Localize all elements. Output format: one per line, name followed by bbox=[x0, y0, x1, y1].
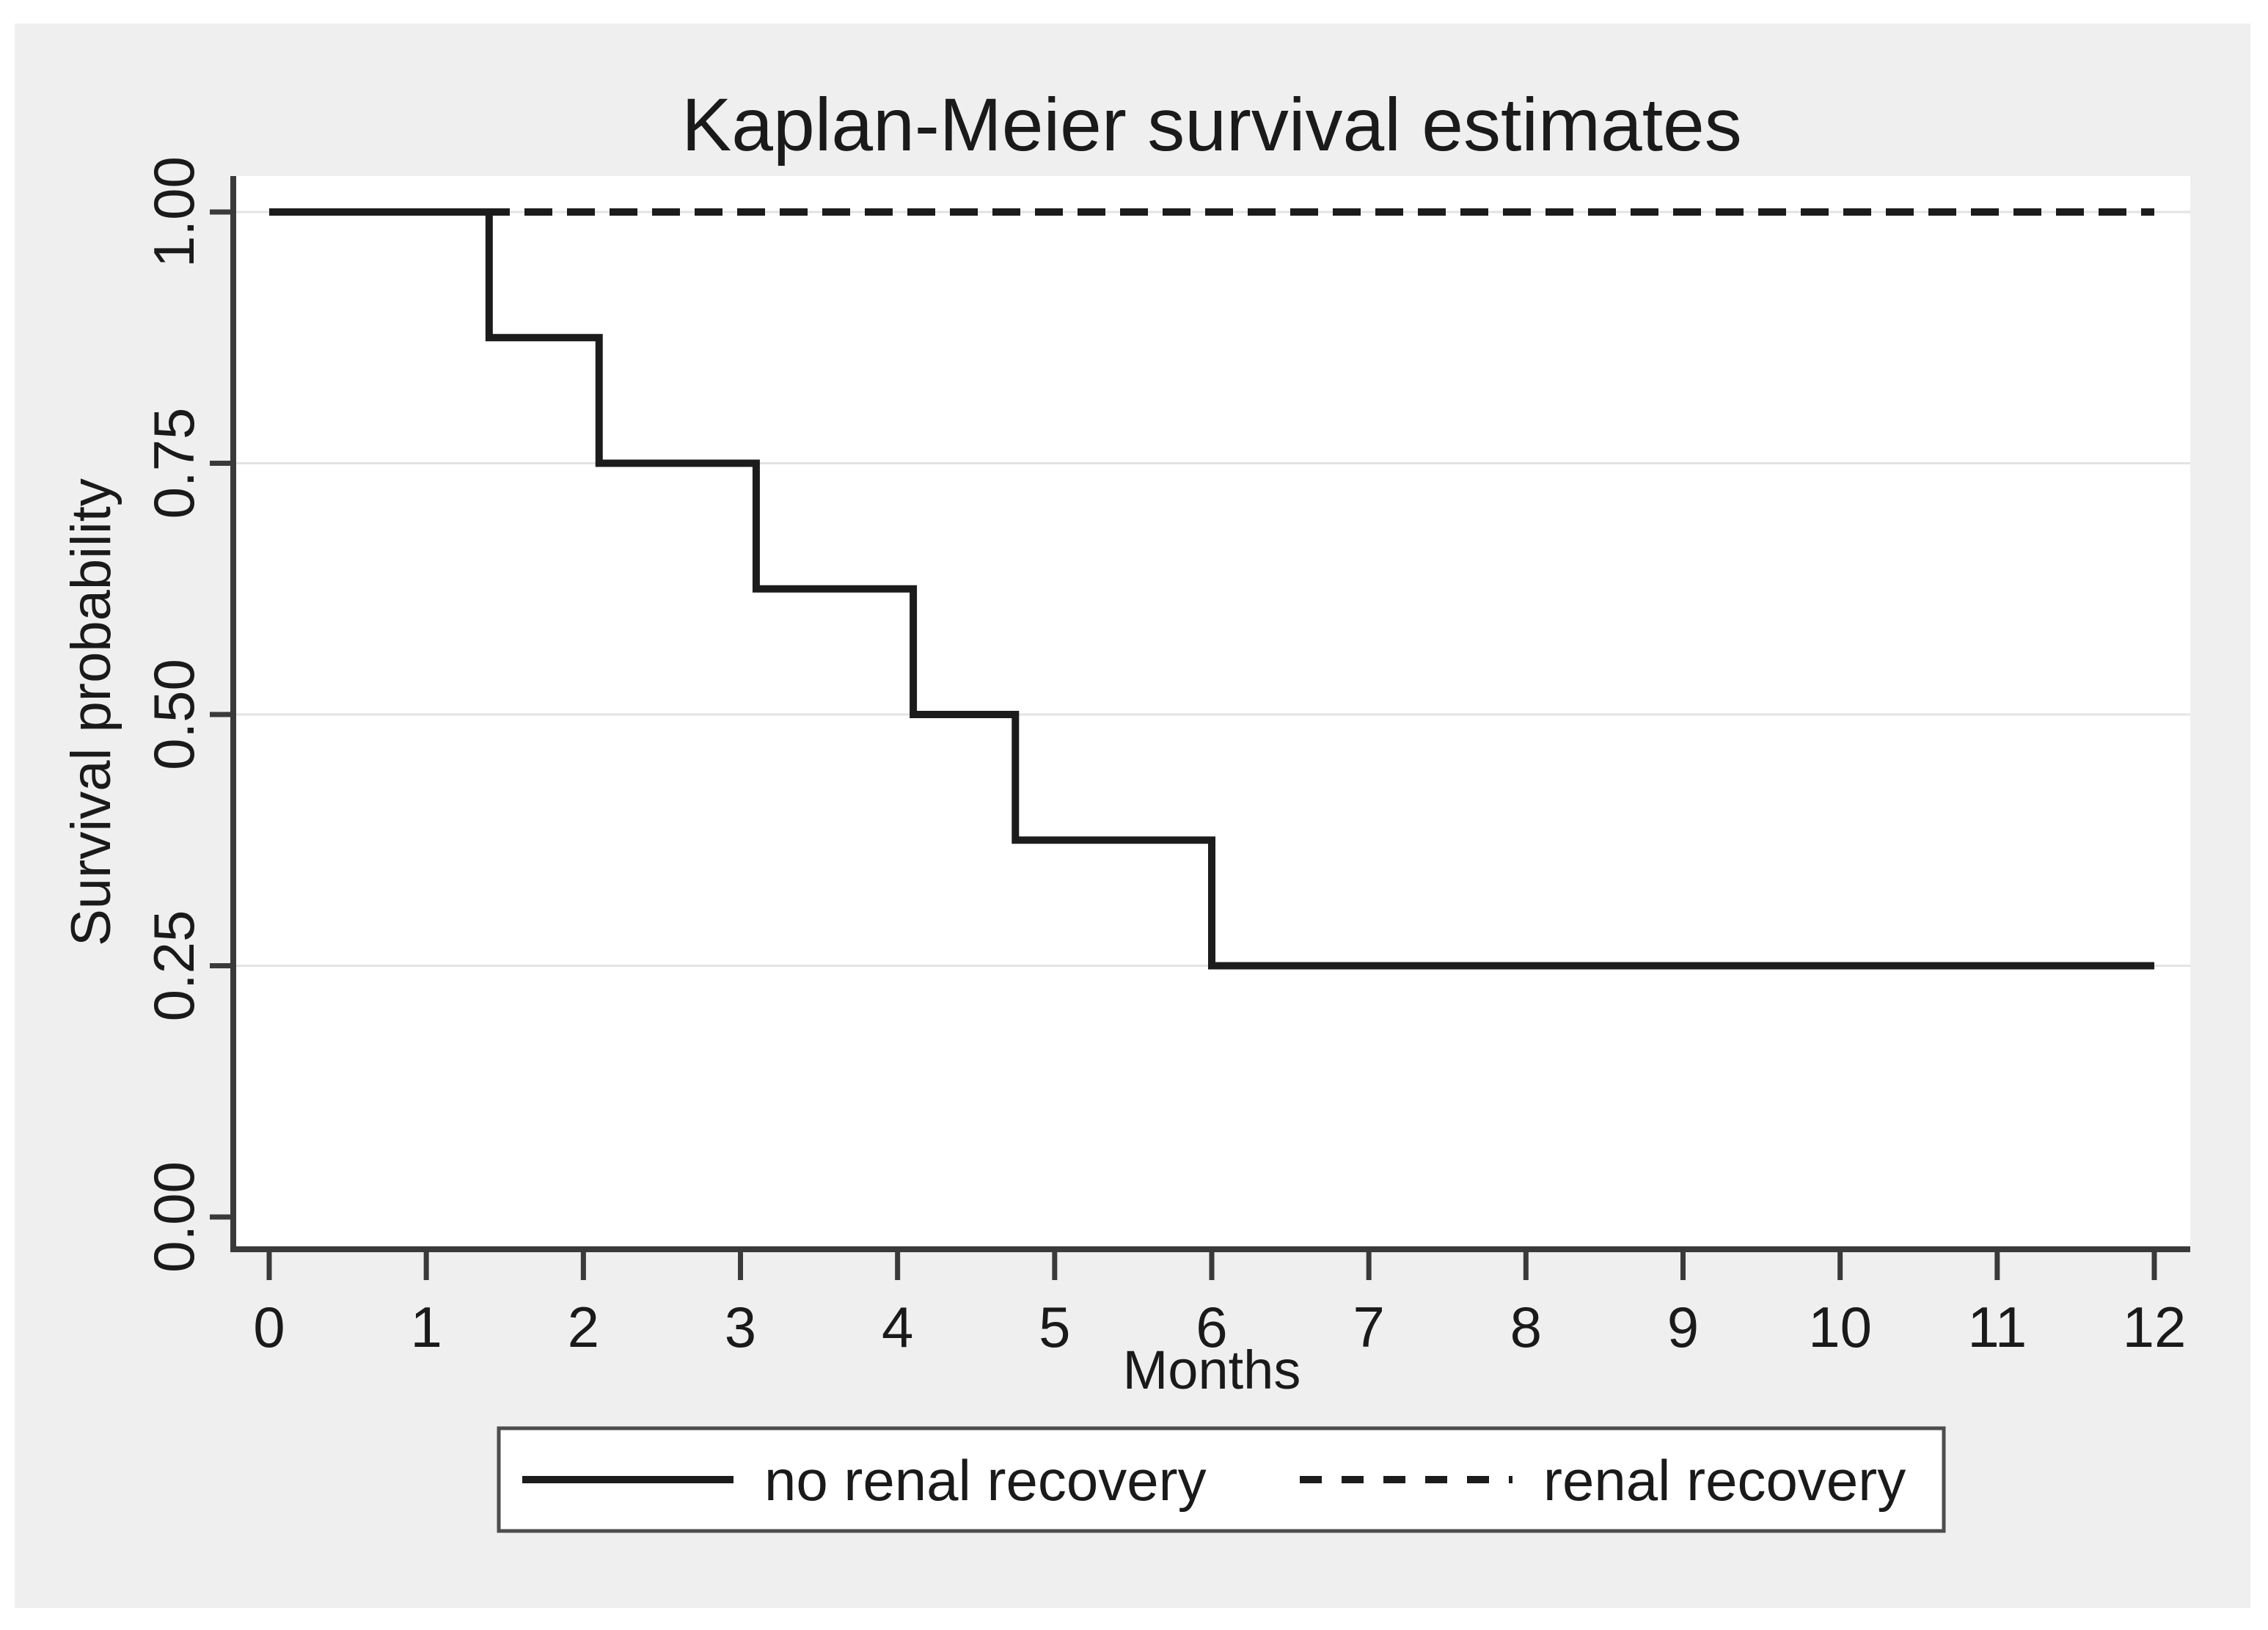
x-tick-label: 10 bbox=[1808, 1295, 1872, 1359]
x-tick-label: 12 bbox=[2123, 1295, 2187, 1359]
x-axis-label: Months bbox=[1123, 1340, 1301, 1400]
x-tick-label: 11 bbox=[1967, 1295, 2027, 1359]
legend-box bbox=[497, 1426, 1946, 1533]
y-axis-label: Survival probability bbox=[60, 478, 122, 946]
x-tick-label: 8 bbox=[1510, 1295, 1542, 1359]
y-tick-label: 0.25 bbox=[142, 910, 206, 1022]
x-tick-label: 5 bbox=[1039, 1295, 1070, 1359]
x-tick-label: 3 bbox=[725, 1295, 756, 1359]
x-tick-label: 9 bbox=[1667, 1295, 1699, 1359]
y-tick-label: 0.50 bbox=[142, 659, 206, 770]
y-tick-label: 0.00 bbox=[142, 1161, 206, 1273]
x-axis-ticks: 0 1 2 3 4 5 6 7 8 9 10 11 12 bbox=[253, 1249, 2186, 1359]
legend-label-renal-recovery: renal recovery bbox=[1543, 1448, 1906, 1513]
x-tick-label: 0 bbox=[253, 1295, 285, 1359]
series-no-renal-recovery-line bbox=[269, 208, 2154, 970]
x-tick-label: 2 bbox=[568, 1295, 599, 1359]
x-tick-label: 1 bbox=[410, 1295, 442, 1359]
plot-area bbox=[233, 176, 2190, 1249]
legend: no renal recovery renal recovery bbox=[497, 1426, 1946, 1533]
chart-title: Kaplan-Meier survival estimates bbox=[681, 83, 1742, 167]
x-tick-label: 6 bbox=[1196, 1295, 1227, 1359]
legend-label-no-renal-recovery: no renal recovery bbox=[764, 1448, 1207, 1513]
x-tick-label: 4 bbox=[882, 1295, 913, 1359]
x-tick-label: 7 bbox=[1353, 1295, 1384, 1359]
y-tick-label: 0.75 bbox=[142, 408, 206, 519]
y-axis-ticks: 0.00 0.25 0.50 0.75 1.00 bbox=[142, 156, 233, 1273]
y-tick-label: 1.00 bbox=[142, 156, 206, 268]
